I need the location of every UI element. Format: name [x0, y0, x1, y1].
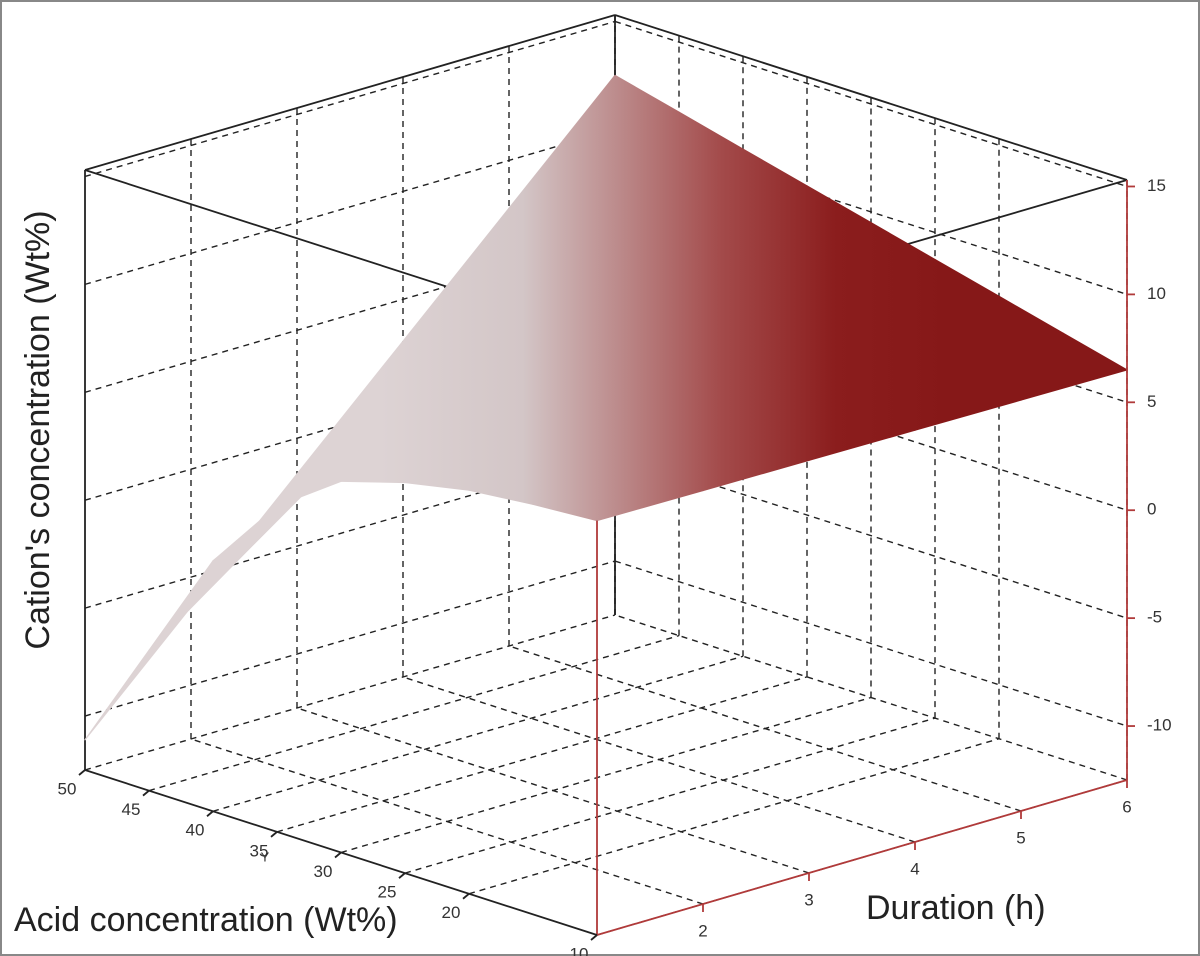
grid-line — [614, 560, 1128, 727]
grid-line — [148, 634, 680, 792]
y-tick — [142, 789, 150, 797]
y-tick-label: 25 — [378, 883, 397, 902]
y-tick — [270, 831, 278, 838]
x-tick-label: 4 — [910, 859, 919, 878]
box-edge — [84, 14, 616, 171]
z-tick-label: -5 — [1147, 608, 1162, 627]
z-tick-label: 5 — [1147, 392, 1156, 411]
grid-line — [84, 128, 616, 286]
surface-cell — [532, 469, 704, 522]
y-axis-letter: Y — [261, 849, 270, 864]
grid-line — [404, 717, 936, 874]
y-tick-label: 40 — [186, 821, 205, 840]
y-tick-label: 45 — [122, 800, 141, 819]
grid-line — [340, 696, 872, 854]
y-tick — [590, 934, 598, 941]
y-tick-label: 10 — [570, 944, 589, 956]
y-tick — [206, 810, 214, 817]
grid-line — [84, 236, 616, 393]
z-tick-label: 10 — [1147, 284, 1166, 303]
y-tick — [398, 872, 406, 879]
x-axis-title: Duration (h) — [866, 889, 1046, 927]
grid-line — [212, 655, 744, 812]
grid-line — [84, 20, 616, 178]
x-tick-label: 2 — [698, 921, 707, 940]
grid-line — [276, 676, 808, 833]
front-axis — [596, 779, 1128, 936]
y-tick — [462, 893, 470, 900]
z-tick-label: 15 — [1147, 176, 1166, 195]
grid-line — [468, 738, 1000, 895]
x-tick-label: 6 — [1122, 797, 1131, 816]
grid-line — [84, 560, 616, 717]
y-tick — [78, 769, 86, 776]
z-tick-label: 0 — [1147, 500, 1156, 519]
x-tick-label: 3 — [804, 890, 813, 909]
y-tick-label: 20 — [442, 903, 461, 922]
grid-line — [84, 452, 616, 609]
y-tick-label: 35 — [250, 841, 269, 860]
grid-line — [84, 614, 616, 771]
z-tick-label: -10 — [1147, 716, 1172, 735]
z-axis-title: Cation's concentration (Wt%) — [19, 210, 57, 649]
grid-line — [614, 20, 1128, 188]
y-axis-title: Acid concentration (Wt%) — [14, 901, 398, 939]
y-tick — [334, 851, 342, 859]
y-tick-label: 30 — [314, 862, 333, 881]
y-tick-label: 50 — [58, 779, 77, 798]
x-tick-label: 5 — [1016, 828, 1025, 847]
surface — [84, 74, 1128, 741]
